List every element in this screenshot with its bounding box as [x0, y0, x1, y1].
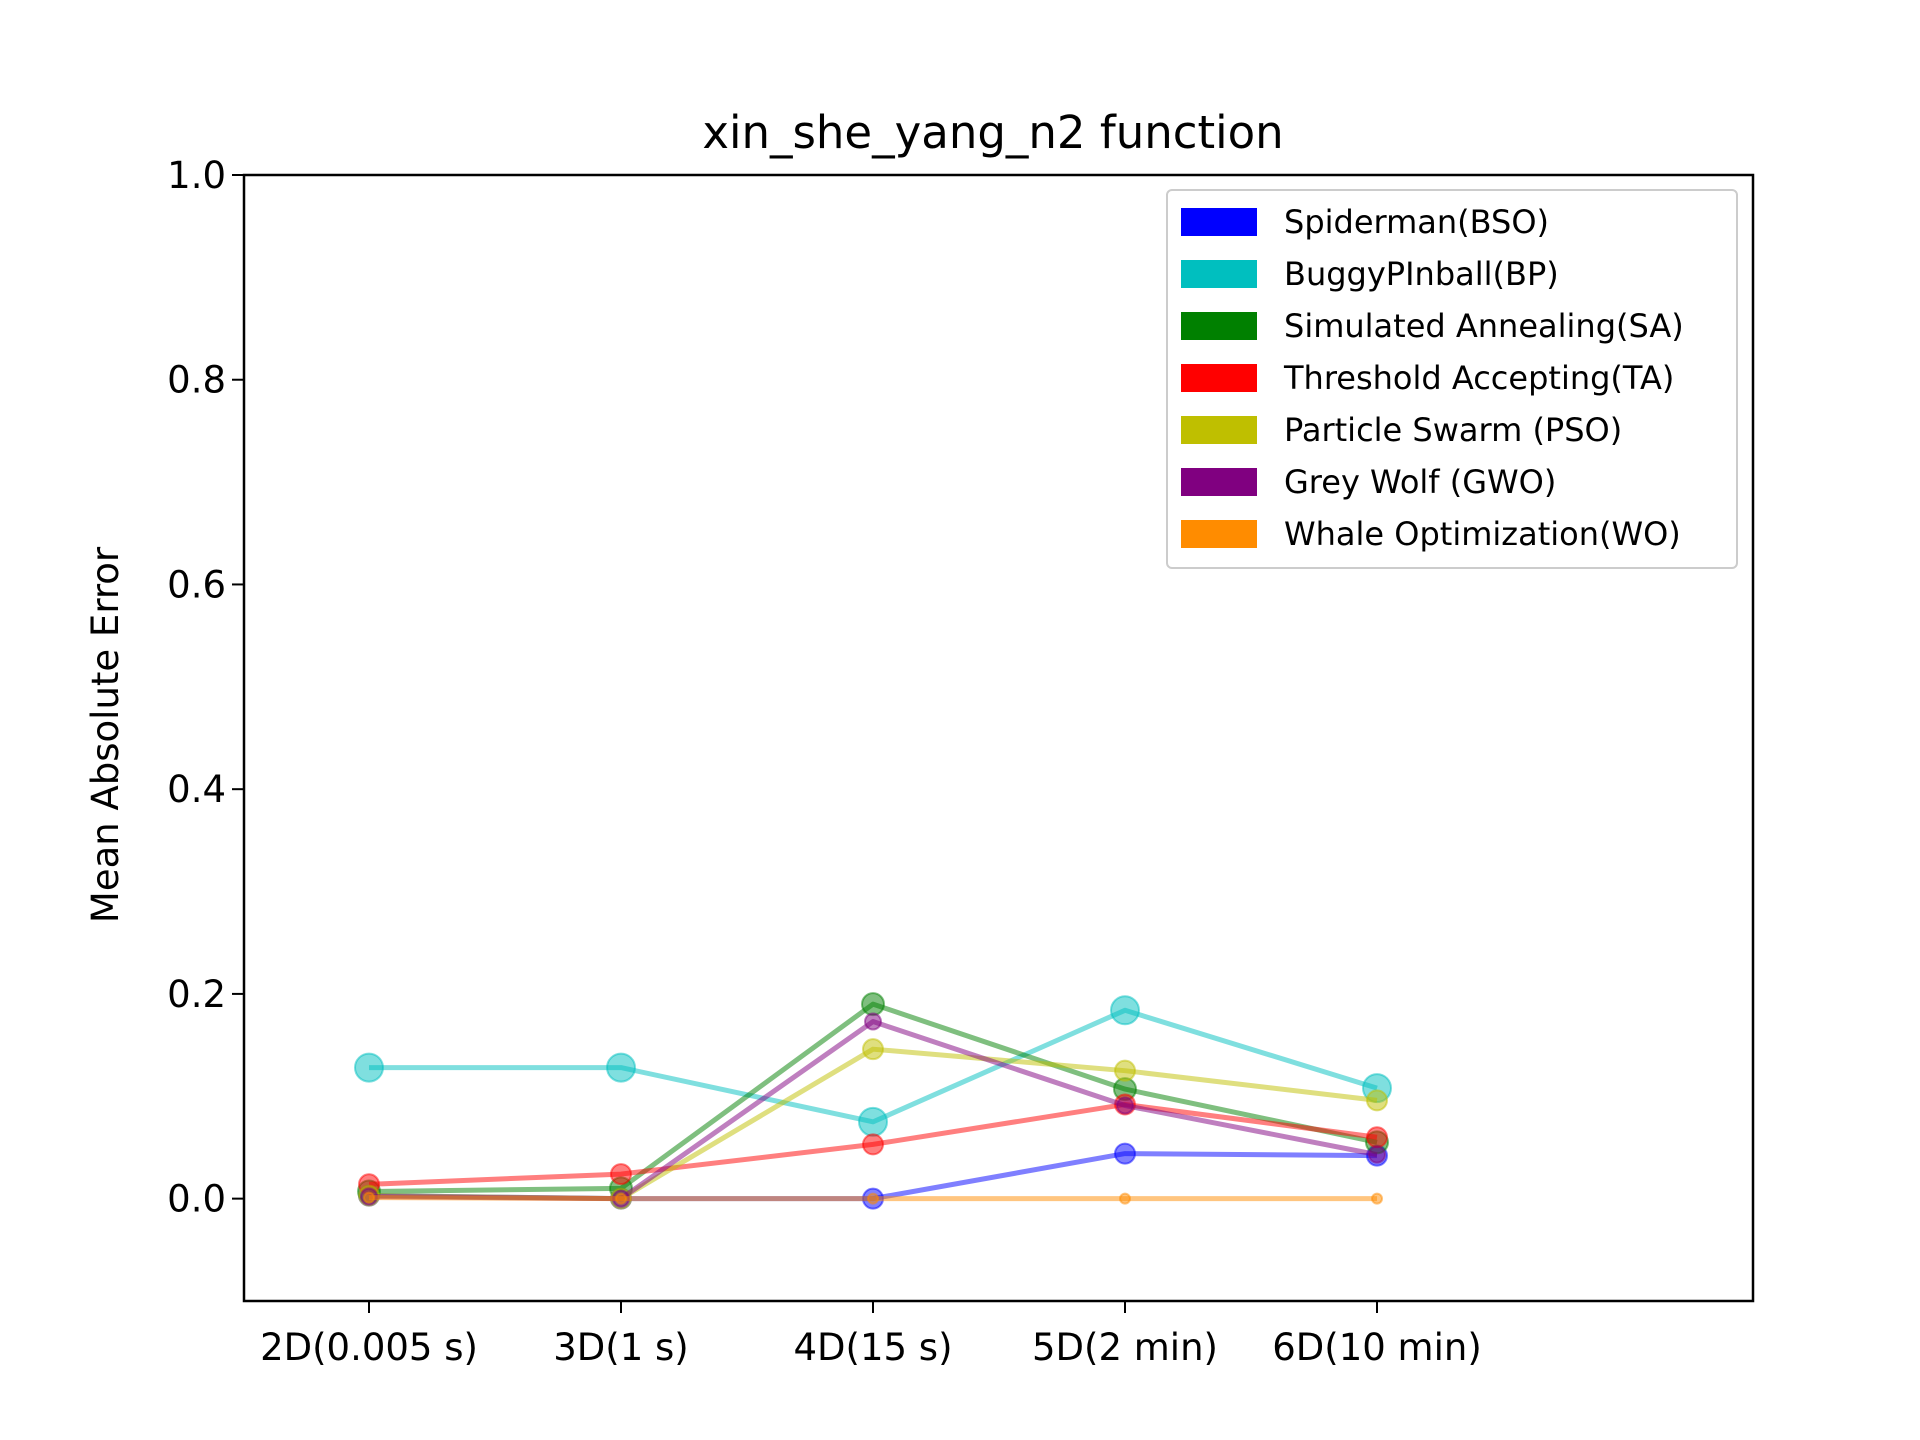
series-line	[368, 1001, 1378, 1194]
y-tick-label: 1.0	[167, 154, 226, 197]
data-point	[1366, 1126, 1388, 1149]
x-tick-label: 2D(0.005 s)	[260, 1326, 478, 1369]
series-7	[363, 1191, 1383, 1205]
legend: Spiderman(BSO) BuggyPInball(BP) Simulated …	[1166, 189, 1738, 569]
x-tick-label: 5D(2 min)	[1032, 1326, 1218, 1369]
data-point	[1119, 1192, 1131, 1205]
data-point	[354, 1052, 384, 1083]
legend-swatch	[1181, 468, 1257, 496]
data-point	[862, 1133, 884, 1156]
legend-label: Particle Swarm (PSO)	[1284, 411, 1622, 449]
legend-label: Threshold Accepting(TA)	[1283, 359, 1674, 397]
x-tick-label: 4D(15 s)	[793, 1326, 952, 1369]
data-point	[1368, 1145, 1386, 1164]
plot-frame	[242, 173, 1755, 1303]
data-point	[1110, 995, 1140, 1026]
y-tick-label: 0.6	[167, 563, 226, 606]
y-axis: 0.0 0.2 0.4 0.6 0.8 1.0	[167, 154, 244, 1221]
data-point	[864, 1012, 882, 1031]
legend-swatch	[1181, 312, 1257, 340]
legend-label: Whale Optimization(WO)	[1284, 515, 1681, 553]
x-tick-label: 3D(1 s)	[553, 1326, 688, 1369]
y-tick-label: 0.8	[167, 359, 226, 402]
data-point	[606, 1052, 636, 1083]
legend-swatch	[1181, 364, 1257, 392]
data-point	[1114, 1059, 1136, 1082]
data-point	[1114, 1142, 1136, 1165]
x-tick-label: 6D(10 min)	[1272, 1326, 1482, 1369]
y-tick-label: 0.4	[167, 768, 226, 811]
legend-swatch	[1181, 416, 1257, 444]
data-point	[861, 992, 885, 1017]
legend-label: BuggyPInball(BP)	[1284, 255, 1559, 293]
data-point	[1371, 1192, 1383, 1205]
data-point	[610, 1163, 632, 1186]
x-axis: 2D(0.005 s) 3D(1 s) 4D(15 s) 5D(2 min) 6D(10…	[260, 1301, 1482, 1369]
y-tick-label: 0.0	[167, 1178, 226, 1221]
chart-title: xin_she_yang_n2 function	[702, 106, 1283, 159]
data-point	[1366, 1089, 1388, 1112]
legend-label: Simulated Annealing(SA)	[1284, 307, 1684, 345]
data-point	[862, 1038, 884, 1061]
data-point	[1116, 1096, 1134, 1115]
legend-swatch	[1181, 208, 1257, 236]
legend-swatch	[1181, 520, 1257, 548]
legend-swatch	[1181, 260, 1257, 288]
data-point	[858, 1106, 888, 1137]
data-point	[363, 1191, 375, 1204]
legend-label: Grey Wolf (GWO)	[1284, 463, 1556, 501]
legend-label: Spiderman(BSO)	[1284, 203, 1549, 241]
data-point	[867, 1192, 879, 1205]
y-tick-label: 0.2	[167, 973, 226, 1016]
y-axis-label: Mean Absolute Error	[84, 546, 127, 923]
legend-box	[1166, 189, 1738, 569]
plot-series	[354, 992, 1392, 1210]
data-point	[615, 1192, 627, 1205]
